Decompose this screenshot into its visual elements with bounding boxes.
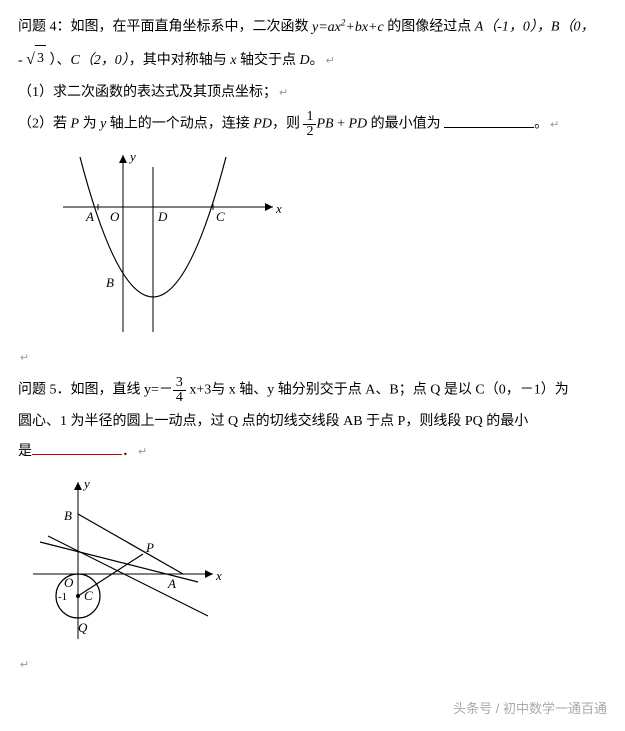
t: ，其中对称轴与	[129, 53, 231, 68]
p4-q2: （2）若 P 为 y 轴上的一个动点，连接 PD，则 12PB + PD 的最小…	[18, 110, 607, 139]
spacer: ↵	[18, 345, 607, 372]
footer-credit: 头条号 / 初中数学一通百通	[18, 697, 607, 722]
svg-text:B: B	[106, 275, 114, 290]
return-icon: ↵	[20, 352, 29, 364]
return-icon: ↵	[550, 119, 559, 131]
svg-text:A: A	[85, 209, 94, 224]
return-icon: ↵	[138, 446, 147, 458]
svg-text:y: y	[128, 149, 136, 164]
ptC: C（2，0）	[70, 53, 128, 68]
t: ）、	[46, 53, 71, 68]
answer-blank	[444, 113, 534, 128]
p4-line2: - √3 ）、C（2，0），其中对称轴与 x 轴交于点 D。↵	[18, 45, 607, 75]
spacer: ↵	[18, 652, 607, 679]
p5-line2: 圆心、1 为半径的圆上一动点，过 Q 点的切线交线段 AB 于点 P，则线段 P…	[18, 409, 607, 436]
t: 问题 4：如图，在平面直角坐标系中，二次函数	[18, 20, 312, 35]
p5-line1: 问题 5．如图，直线 y=－34 x+3与 x 轴、y 轴分别交于点 A、B；点…	[18, 376, 607, 405]
p5-figure: O B P A C -1 Q x y	[28, 474, 228, 644]
svg-text:-1: -1	[58, 591, 67, 603]
t: 的图像经过点	[384, 20, 475, 35]
svg-text:x: x	[275, 201, 282, 216]
t: -	[18, 53, 26, 68]
svg-text:B: B	[64, 508, 72, 523]
svg-text:O: O	[110, 209, 120, 224]
svg-text:A: A	[167, 576, 176, 591]
sqrt3: √3	[26, 45, 46, 75]
D: D	[300, 53, 310, 68]
t: 轴交于点	[237, 53, 300, 68]
svg-text:y: y	[82, 476, 90, 491]
svg-text:D: D	[157, 209, 168, 224]
svg-text:x: x	[215, 568, 222, 583]
frac-half: 12	[303, 110, 316, 139]
answer-blank	[32, 440, 122, 455]
return-icon: ↵	[279, 87, 288, 99]
eq: y=ax2+bx+c	[312, 20, 384, 35]
p4-line1: 问题 4：如图，在平面直角坐标系中，二次函数 y=ax2+bx+c 的图像经过点…	[18, 14, 607, 41]
t: 。	[310, 53, 324, 68]
ptA: A（-1，0），B（0，	[475, 20, 595, 35]
p4-figure: A O D C B x y	[58, 147, 288, 337]
svg-text:Q: Q	[78, 620, 88, 635]
frac-34: 34	[173, 376, 186, 405]
return-icon: ↵	[326, 55, 335, 67]
p4-q1: （1）求二次函数的表达式及其顶点坐标；↵	[18, 80, 607, 107]
p5-line3: 是．↵	[18, 439, 607, 466]
svg-text:P: P	[145, 540, 154, 555]
return-icon: ↵	[20, 659, 29, 671]
svg-text:C: C	[216, 209, 225, 224]
svg-text:O: O	[64, 575, 74, 590]
svg-text:C: C	[84, 588, 93, 603]
